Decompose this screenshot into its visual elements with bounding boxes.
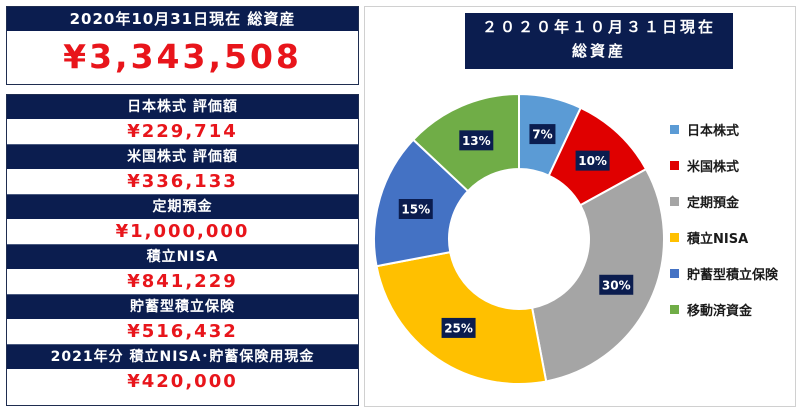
asset-value: ¥516,432 (7, 319, 358, 344)
slice-data-label: 30% (599, 274, 634, 295)
legend-swatch (670, 232, 679, 242)
legend-item: 積立NISA (670, 219, 790, 255)
asset-breakdown-panel: 日本株式 評価額 ¥229,714 米国株式 評価額 ¥336,133 定期預金… (6, 94, 359, 406)
asset-row: 定期預金 ¥1,000,000 (7, 194, 358, 244)
asset-row: 日本株式 評価額 ¥229,714 (7, 95, 358, 144)
slice-label-text: 7% (532, 128, 552, 142)
legend-swatch (670, 124, 679, 134)
asset-label: 日本株式 評価額 (7, 95, 358, 119)
slice-label-text: 13% (462, 134, 491, 148)
asset-label: 貯蓄型積立保険 (7, 294, 358, 319)
legend-label: 定期預金 (687, 195, 740, 211)
legend-label: 日本株式 (687, 123, 740, 139)
chart-title: ２０２０年１０月３１日現在 総資産 (465, 13, 733, 69)
chart-legend: 日本株式米国株式定期預金積立NISA 貯蓄型積立保険 移動済資金 (670, 111, 790, 327)
chart-title-line1: ２０２０年１０月３１日現在 (481, 18, 716, 36)
asset-row: 貯蓄型積立保険 ¥516,432 (7, 294, 358, 344)
asset-donut-chart: 7% 10% 30% 25% 15% 13% ２０２０年１０月３１日現在 総資産 日本株式… (364, 6, 796, 407)
legend-item: 定期預金 (670, 183, 790, 219)
legend-item: 米国株式 (670, 147, 790, 183)
total-assets-label: 2020年10月31日現在 総資産 (7, 7, 358, 31)
slice-data-label: 15% (398, 199, 433, 220)
slice-label-text: 15% (401, 203, 430, 217)
donut-slice (530, 167, 665, 383)
legend-swatch (670, 160, 679, 170)
asset-value: ¥420,000 (7, 369, 358, 394)
slice-label-box (599, 274, 634, 295)
total-assets-panel: 2020年10月31日現在 総資産 ¥3,343,508 (6, 6, 359, 85)
asset-value: ¥1,000,000 (7, 219, 358, 244)
slice-label-text: 30% (602, 278, 631, 292)
asset-value: ¥229,714 (7, 119, 358, 144)
slice-data-label: 7% (529, 124, 556, 145)
asset-label: 米国株式 評価額 (7, 144, 358, 169)
slice-label-text: 25% (444, 321, 473, 335)
slice-data-label: 25% (441, 317, 476, 338)
legend-item: 移動済資金 (670, 291, 790, 327)
legend-label: 米国株式 (687, 159, 740, 175)
asset-value: ¥841,229 (7, 269, 358, 294)
legend-label: 積立NISA (687, 231, 749, 247)
slice-data-label: 13% (459, 130, 494, 151)
slice-label-box (398, 199, 433, 220)
legend-item: 貯蓄型積立保険 (670, 255, 790, 291)
legend-swatch (670, 196, 679, 206)
total-assets-value: ¥3,343,508 (7, 31, 358, 83)
slice-label-text: 10% (578, 154, 607, 168)
slice-label-box (441, 317, 476, 338)
asset-label: 2021年分 積立NISA･貯蓄保険用現金 (7, 344, 358, 369)
legend-label: 貯蓄型積立保険 (687, 267, 779, 283)
asset-label: 積立NISA (7, 244, 358, 269)
asset-row: 積立NISA ¥841,229 (7, 244, 358, 294)
legend-swatch (670, 268, 679, 278)
legend-swatch (670, 304, 679, 314)
slice-label-box (459, 130, 494, 151)
asset-value: ¥336,133 (7, 169, 358, 194)
asset-label: 定期預金 (7, 194, 358, 219)
asset-row: 2021年分 積立NISA･貯蓄保険用現金 ¥420,000 (7, 344, 358, 394)
chart-title-line2: 総資産 (571, 42, 626, 60)
slice-label-box (575, 150, 610, 171)
slice-label-box (529, 124, 556, 145)
legend-item: 日本株式 (670, 111, 790, 147)
legend-label: 移動済資金 (687, 303, 753, 319)
donut-svg: 7% 10% 30% 25% 15% 13% (373, 92, 665, 385)
slice-data-label: 10% (575, 150, 610, 171)
asset-row: 米国株式 評価額 ¥336,133 (7, 144, 358, 194)
